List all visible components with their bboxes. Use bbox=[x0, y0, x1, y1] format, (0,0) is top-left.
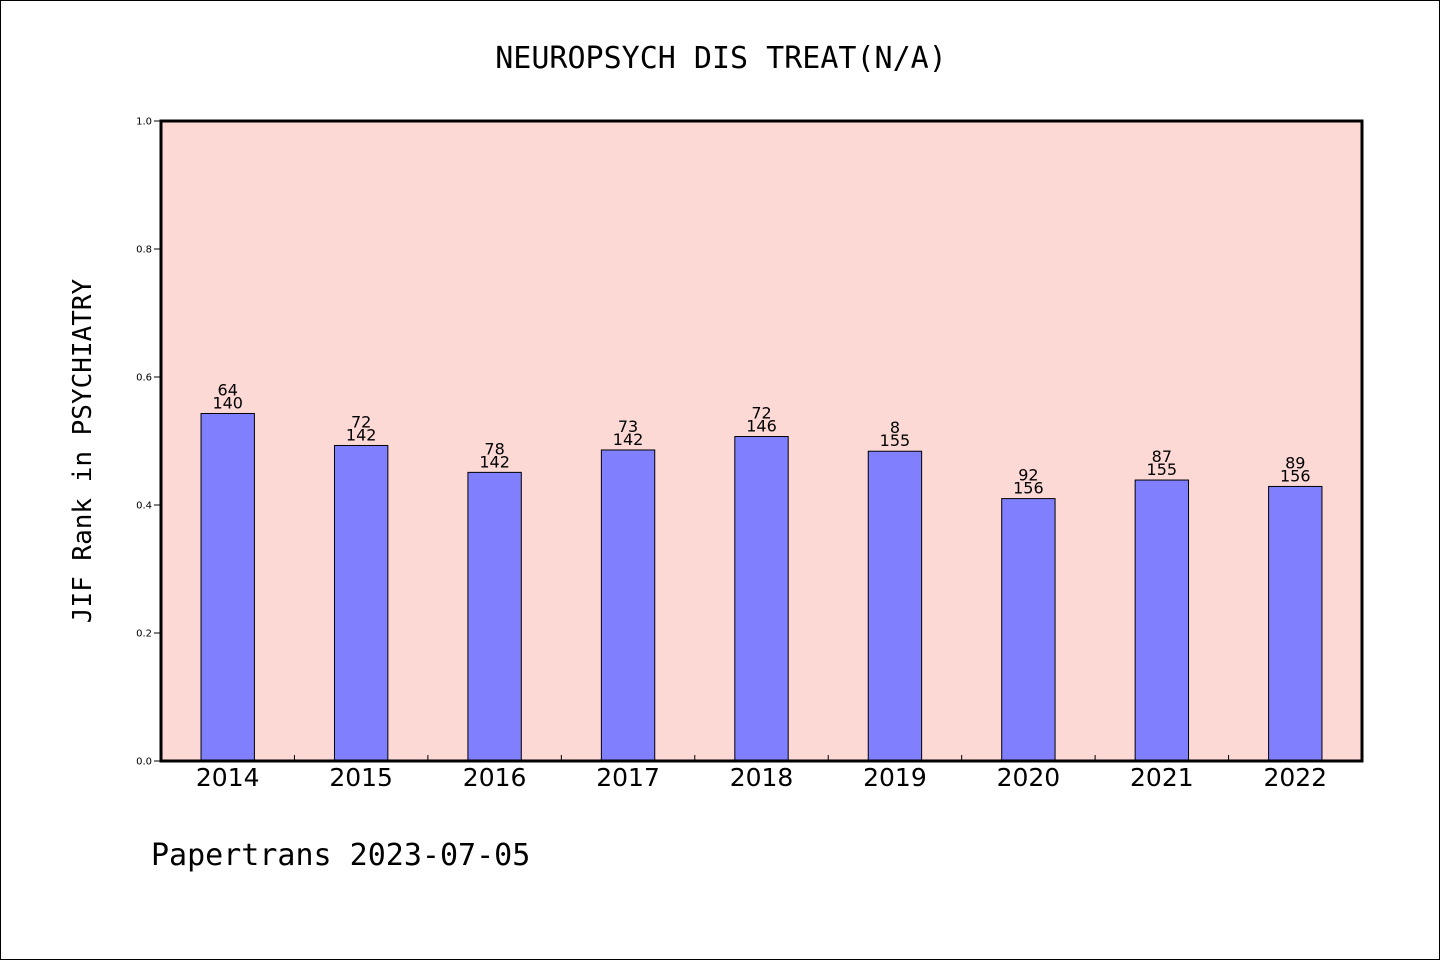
x-tick-label: 2018 bbox=[730, 763, 794, 792]
chart-title: NEUROPSYCH DIS TREAT(N/A) bbox=[495, 41, 947, 76]
x-tick-label: 2017 bbox=[596, 763, 660, 792]
bar-label-top: 73 bbox=[618, 417, 638, 436]
x-tick-label: 2016 bbox=[463, 763, 527, 792]
y-axis: 0.0 0.2 0.4 0.6 0.8 1.0 bbox=[136, 117, 161, 768]
bar-2014 bbox=[200, 412, 255, 762]
bar-label-bottom: 146 bbox=[746, 417, 777, 436]
bar-label-bottom: 156 bbox=[1280, 466, 1311, 485]
x-tick-label: 2021 bbox=[1130, 763, 1194, 792]
x-tick-label: 2020 bbox=[997, 763, 1061, 792]
bar-label-top: 72 bbox=[751, 404, 771, 423]
bar-label-top: 92 bbox=[1018, 466, 1038, 485]
y-tick-label: 0.4 bbox=[136, 501, 152, 512]
bar-label-top: 87 bbox=[1152, 447, 1172, 466]
bar-label-bottom: 142 bbox=[346, 425, 377, 444]
x-tick-label: 2019 bbox=[863, 763, 927, 792]
x-axis: 2014 2015 2016 2017 2018 2019 2020 2021 2022 bbox=[196, 755, 1327, 792]
y-tick-label: 0.8 bbox=[136, 245, 152, 256]
x-tick-label: 2015 bbox=[329, 763, 393, 792]
plot-border bbox=[159, 119, 1364, 763]
bar-label-bottom: 142 bbox=[613, 430, 644, 449]
bar-series bbox=[200, 412, 1323, 762]
y-axis-label: JIF Rank in PSYCHIATRY bbox=[68, 278, 98, 623]
bar-label-bottom: 142 bbox=[479, 452, 510, 471]
y-tick-label: 1.0 bbox=[136, 117, 152, 128]
bar-label-bottom: 140 bbox=[212, 393, 243, 412]
bar-2022 bbox=[1268, 485, 1323, 762]
y-tick-label: 0.6 bbox=[136, 373, 152, 384]
bar-2015 bbox=[333, 444, 389, 762]
bar-label-top: 78 bbox=[484, 439, 504, 458]
bar-label-bottom: 155 bbox=[880, 431, 911, 450]
bar-2020 bbox=[1001, 498, 1056, 762]
y-tick-label: 0.2 bbox=[136, 629, 152, 640]
bar-2021 bbox=[1134, 479, 1190, 762]
footer-caption: Papertrans 2023-07-05 bbox=[151, 838, 530, 873]
y-tick-label: 0.0 bbox=[136, 757, 152, 768]
bar-label-top: 8 bbox=[890, 418, 900, 437]
bar-2018 bbox=[734, 436, 789, 762]
bar-2019 bbox=[867, 450, 923, 762]
x-tick-label: 2014 bbox=[196, 763, 260, 792]
bar-label-top: 72 bbox=[351, 412, 371, 431]
bar-label-bottom: 155 bbox=[1147, 460, 1178, 479]
bar-label-bottom: 156 bbox=[1013, 479, 1044, 498]
bar-2016 bbox=[467, 471, 522, 762]
bar-label-top: 89 bbox=[1285, 453, 1305, 472]
bar-label-top: 64 bbox=[218, 380, 238, 399]
bar-2017 bbox=[600, 449, 656, 762]
x-tick-label: 2022 bbox=[1263, 763, 1327, 792]
